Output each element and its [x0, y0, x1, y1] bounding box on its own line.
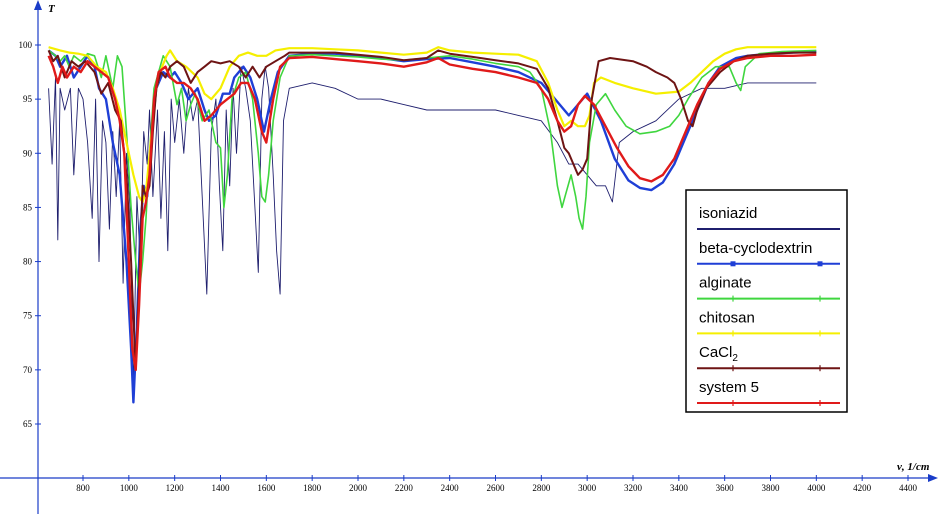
- series-layer: [47, 46, 817, 404]
- legend-label: beta-cyclodextrin: [699, 240, 812, 257]
- y-tick-label: 100: [19, 40, 33, 50]
- y-axis-title: T: [48, 3, 56, 15]
- series-line-beta-cyclodextrin: [47, 49, 817, 404]
- x-axis-arrow: [928, 474, 938, 482]
- legend-marker: [817, 261, 823, 267]
- series-line-system-5: [47, 53, 817, 372]
- legend-label: system 5: [699, 379, 759, 396]
- y-tick-label: 65: [23, 419, 33, 429]
- legend-marker: [730, 261, 736, 267]
- x-tick-label: 1000: [120, 483, 139, 493]
- legend-label: CaCl2: [699, 344, 738, 364]
- series-line-chitosan: [48, 46, 817, 204]
- x-tick-label: 3200: [624, 483, 643, 493]
- y-axis-arrow: [34, 0, 42, 10]
- x-tick-label: 2600: [487, 483, 506, 493]
- x-tick-label: 4200: [853, 483, 872, 493]
- legend-label: isoniazid: [699, 205, 757, 222]
- y-tick-label: 70: [23, 365, 33, 375]
- legend-items: isoniazid beta-cyclodextrin alginate chitos…: [697, 205, 840, 406]
- x-tick-label: 3000: [578, 483, 597, 493]
- x-tick-label: 3600: [716, 483, 735, 493]
- x-tick-label: 800: [76, 483, 90, 493]
- legend-label: chitosan: [699, 309, 755, 326]
- x-tick-label: 2200: [395, 483, 414, 493]
- x-tick-label: 3800: [762, 483, 781, 493]
- y-tick-label: 75: [23, 311, 33, 321]
- legend: isoniazid beta-cyclodextrin alginate chitos…: [685, 189, 848, 413]
- x-tick-label: 1200: [166, 483, 185, 493]
- y-tick-label: 90: [23, 148, 33, 158]
- y-tick-label: 85: [23, 202, 33, 212]
- y-tick-label: 95: [23, 94, 33, 104]
- y-tick-label: 80: [23, 257, 33, 267]
- legend-label: alginate: [699, 275, 752, 292]
- x-tick-label: 3400: [670, 483, 689, 493]
- x-axis-title: ν, 1/cm: [897, 461, 930, 473]
- series-line-alginate: [48, 49, 817, 295]
- x-tick-label: 2400: [441, 483, 460, 493]
- x-tick-label: 4400: [899, 483, 918, 493]
- x-tick-label: 2800: [532, 483, 551, 493]
- x-tick-label: 1600: [257, 483, 276, 493]
- x-tick-label: 1800: [303, 483, 322, 493]
- series-line-isoniazid: [48, 66, 817, 392]
- series-line-cacl: [47, 49, 817, 371]
- x-tick-label: 4000: [807, 483, 826, 493]
- x-tick-label: 1400: [212, 483, 231, 493]
- x-tick-label: 2000: [349, 483, 368, 493]
